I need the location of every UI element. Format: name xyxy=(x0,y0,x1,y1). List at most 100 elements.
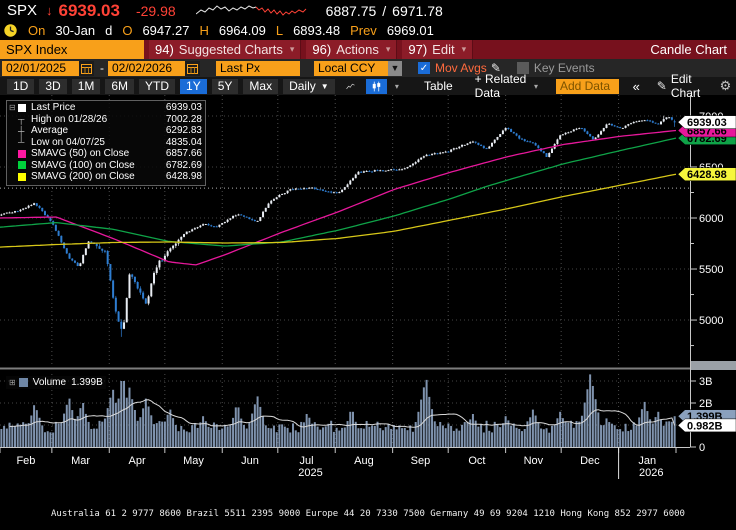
mov-avgs-label[interactable]: Mov Avgs xyxy=(435,61,487,75)
chevron-down-icon: ▾ xyxy=(461,44,467,54)
candle-series xyxy=(0,115,676,337)
high-marker-icon: ┬ xyxy=(18,114,25,125)
menu-key: 97) xyxy=(408,42,428,57)
legend-label: Average xyxy=(31,125,69,137)
related-data-label: + Related Data xyxy=(474,72,527,100)
day-low: 6887.75 xyxy=(325,2,377,19)
calendar-icon[interactable] xyxy=(185,60,200,76)
add-data-input[interactable]: Add Data xyxy=(555,78,619,94)
legend-value: 4835.04 xyxy=(165,136,202,148)
menu-suggested-charts[interactable]: 94) Suggested Charts ▾ xyxy=(149,40,302,59)
gear-icon[interactable]: ⚙ xyxy=(719,78,732,93)
currency-dropdown-caret[interactable]: ▼ xyxy=(388,60,402,76)
svg-text:Jun: Jun xyxy=(241,455,259,467)
legend-row-last-price[interactable]: ⊟ Last Price 6939.03 xyxy=(9,102,202,114)
menu-label: Edit xyxy=(432,42,455,57)
menu-actions[interactable]: 96) Actions ▾ xyxy=(306,40,398,59)
svg-text:6428.98: 6428.98 xyxy=(687,169,727,181)
key-events-checkbox[interactable] xyxy=(516,62,529,74)
currency-select[interactable]: Local CCY xyxy=(314,60,388,76)
range-1m[interactable]: 1M xyxy=(71,78,101,94)
range-1d[interactable]: 1D xyxy=(7,78,35,94)
pencil-icon: ✎ xyxy=(656,79,667,93)
key-events-label[interactable]: Key Events xyxy=(533,61,595,75)
mov-avgs-checkbox[interactable]: ✓ xyxy=(418,62,430,74)
legend-label: SMAVG (50) on Close xyxy=(31,148,130,160)
collapse-panel-button[interactable]: « xyxy=(632,78,640,94)
legend-label: Last Price xyxy=(31,102,76,114)
legend-row-low-on-04-07-25[interactable]: ┴ Low on 04/07/25 4835.04 xyxy=(9,137,202,149)
legend-value: 6782.69 xyxy=(165,159,202,171)
chart-toolbar: 1D 3D 1M 6M YTD 1Y 5Y Max Daily ▼ ▾ Tabl… xyxy=(0,72,736,100)
related-data-button[interactable]: + Related Data ▾ xyxy=(469,72,544,100)
legend-row-high-on-01-28-26[interactable]: ┬ High on 01/28/26 7002.28 xyxy=(9,114,202,126)
date-to-input[interactable]: 02/02/2026 xyxy=(108,60,185,76)
collapse-tree-icon[interactable]: ⊟ xyxy=(9,103,16,113)
prev-close-value: 6969.01 xyxy=(386,23,434,38)
legend-label: Low on 04/07/25 xyxy=(31,136,105,148)
chevron-down-icon: ▼ xyxy=(320,81,329,91)
low-label: L xyxy=(275,23,284,38)
range-6m[interactable]: 6M xyxy=(105,78,135,94)
panel-resize-handle[interactable] xyxy=(690,361,736,370)
open-label: O xyxy=(122,23,133,38)
svg-text:Dec: Dec xyxy=(580,455,600,467)
prev-label: Prev xyxy=(350,23,377,38)
legend-value: 6857.66 xyxy=(165,148,202,160)
menu-bar: SPX Index 94) Suggested Charts ▾ 96) Act… xyxy=(0,40,736,59)
chart-type-label: Candle Chart xyxy=(650,42,727,57)
range-1y[interactable]: 1Y xyxy=(180,78,207,94)
legend-label: SMAVG (100) on Close xyxy=(31,159,135,171)
svg-text:Mar: Mar xyxy=(71,455,90,467)
volume-axis: 3B 2B 0 xyxy=(690,376,712,454)
price-chart[interactable]: 500055006000650070003B2B06782.696857.666… xyxy=(0,95,736,483)
interval-flag: d xyxy=(105,23,113,38)
menu-key: 96) xyxy=(312,42,332,57)
menu-edit[interactable]: 97) Edit ▾ xyxy=(402,40,474,59)
legend-row-average[interactable]: ┼ Average 6292.83 xyxy=(9,125,202,137)
edit-chart-button[interactable]: ✎ Edit Chart xyxy=(651,72,710,100)
edit-mov-avgs-pencil-icon[interactable]: ✎ xyxy=(490,61,501,75)
period-select[interactable]: Daily ▼ xyxy=(283,78,335,94)
smavg100-line xyxy=(0,137,677,247)
edit-chart-label: Edit Chart xyxy=(670,72,701,100)
avg-marker-icon: ┼ xyxy=(18,125,25,136)
chart-style-caret[interactable]: ▾ xyxy=(394,81,399,91)
svg-text:6939.03: 6939.03 xyxy=(687,117,727,129)
smavg200-line xyxy=(0,173,677,248)
on-label: On xyxy=(28,23,46,38)
svg-text:Apr: Apr xyxy=(128,455,145,467)
range-5y[interactable]: 5Y xyxy=(211,78,239,94)
price-field-input[interactable]: Last Px xyxy=(216,60,300,76)
svg-text:6000: 6000 xyxy=(699,213,723,225)
range-3d[interactable]: 3D xyxy=(39,78,67,94)
svg-text:May: May xyxy=(183,455,204,467)
expand-icon[interactable]: ⊞ xyxy=(9,378,16,387)
line-chart-icon[interactable] xyxy=(340,79,361,94)
high-label: H xyxy=(199,23,209,38)
legend-row-smavg-100-on-close[interactable]: SMAVG (100) on Close 6782.69 xyxy=(9,160,202,172)
menu-label: Suggested Charts xyxy=(178,42,283,57)
legend-row-smavg-200-on-close[interactable]: SMAVG (200) on Close 6428.98 xyxy=(9,171,202,183)
legend-row-smavg-50-on-close[interactable]: SMAVG (50) on Close 6857.66 xyxy=(9,148,202,160)
chevron-down-icon: ▾ xyxy=(533,81,538,91)
range-separator: / xyxy=(382,2,387,19)
date-range-separator: - xyxy=(100,61,104,75)
volume-legend[interactable]: ⊞ Volume 1.399B xyxy=(6,376,106,389)
svg-text:Oct: Oct xyxy=(468,455,485,467)
candle-chart-icon[interactable] xyxy=(365,78,387,94)
range-max[interactable]: Max xyxy=(243,78,279,94)
chart-panel[interactable]: 500055006000650070003B2B06782.696857.666… xyxy=(0,95,736,483)
legend-value: 6939.03 xyxy=(165,102,202,114)
svg-text:Aug: Aug xyxy=(354,455,374,467)
calendar-icon[interactable] xyxy=(79,60,94,76)
date-from-input[interactable]: 02/01/2025 xyxy=(2,60,79,76)
range-ytd[interactable]: YTD xyxy=(139,78,176,94)
svg-text:2B: 2B xyxy=(699,398,712,410)
table-button[interactable]: Table xyxy=(423,79,453,93)
security-input[interactable]: SPX Index xyxy=(0,40,144,59)
time-axis: Feb Mar Apr May Jun Jul Aug Sep Oct Nov Dec Jan 2025… xyxy=(0,447,690,479)
chevron-down-icon: ▾ xyxy=(385,44,391,54)
